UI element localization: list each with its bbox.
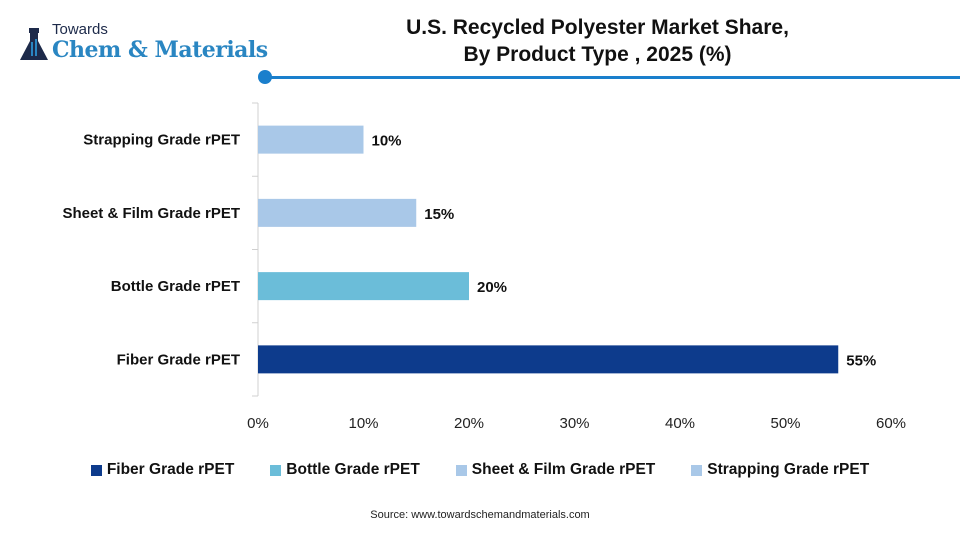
chart-title: U.S. Recycled Polyester Market Share, By… bbox=[330, 14, 865, 68]
x-tick-label: 10% bbox=[348, 415, 378, 432]
title-line-1: U.S. Recycled Polyester Market Share, bbox=[406, 16, 789, 39]
data-label: 10% bbox=[372, 133, 402, 150]
x-tick-label: 20% bbox=[454, 415, 484, 432]
category-label: Bottle Grade rPET bbox=[111, 278, 240, 295]
source-text: Source: www.towardschemandmaterials.com bbox=[370, 509, 590, 521]
logo-top-text: Towards bbox=[52, 21, 108, 38]
category-label: Strapping Grade rPET bbox=[83, 132, 240, 149]
legend-label: Fiber Grade rPET bbox=[106, 461, 235, 478]
bar bbox=[258, 272, 469, 301]
legend-swatch bbox=[691, 464, 703, 476]
legend: Fiber Grade rPET Bottle Grade rPET Sheet &… bbox=[0, 461, 960, 479]
legend-swatch bbox=[90, 464, 102, 476]
legend-item: Strapping Grade rPET bbox=[691, 461, 869, 479]
x-tick-label: 0% bbox=[247, 415, 269, 432]
x-tick-label: 30% bbox=[559, 415, 589, 432]
data-label: 55% bbox=[846, 352, 876, 369]
bar bbox=[258, 198, 417, 227]
title-divider-dot bbox=[258, 70, 272, 84]
title-divider-line bbox=[265, 76, 960, 79]
category-label: Sheet & Film Grade rPET bbox=[62, 205, 240, 222]
x-tick-label: 50% bbox=[770, 415, 800, 432]
x-tick-label: 60% bbox=[876, 415, 906, 432]
title-line-2: By Product Type , 2025 (%) bbox=[463, 43, 732, 66]
data-label: 20% bbox=[477, 279, 507, 296]
legend-label: Sheet & Film Grade rPET bbox=[471, 461, 656, 478]
plot-area: Strapping Grade rPET 10% Sheet & Film Grad… bbox=[62, 102, 906, 432]
bar bbox=[258, 125, 364, 154]
legend-item: Sheet & Film Grade rPET bbox=[455, 461, 656, 479]
legend-item: Bottle Grade rPET bbox=[270, 461, 420, 479]
flask-icon bbox=[20, 28, 48, 60]
legend-swatch bbox=[455, 464, 467, 476]
legend-label: Strapping Grade rPET bbox=[707, 461, 870, 478]
category-label: Fiber Grade rPET bbox=[117, 351, 240, 368]
x-tick-label: 40% bbox=[665, 415, 695, 432]
bar bbox=[258, 345, 839, 374]
logo-main-text: Chem & Materials bbox=[52, 37, 268, 63]
legend-swatch bbox=[270, 464, 282, 476]
legend-label: Bottle Grade rPET bbox=[286, 461, 420, 478]
data-label: 15% bbox=[424, 206, 454, 223]
logo bbox=[18, 28, 50, 67]
legend-item: Fiber Grade rPET bbox=[90, 461, 235, 479]
